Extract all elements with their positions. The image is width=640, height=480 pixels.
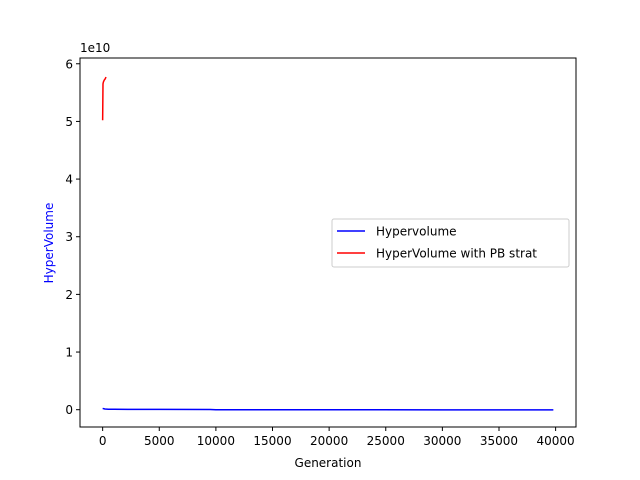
- legend: Hypervolume HyperVolume with PB strat: [331, 218, 570, 268]
- y-tick-label: 0: [65, 403, 73, 417]
- x-tick-label: 10000: [197, 434, 235, 448]
- y-tick-label: 6: [65, 57, 73, 71]
- y-axis-title: HyperVolume: [42, 203, 56, 284]
- series-line-1: [101, 76, 107, 121]
- y-offset-label: 1e10: [80, 41, 110, 55]
- series-line-0: [102, 407, 554, 411]
- x-axis-title: Generation: [295, 456, 362, 470]
- x-tick-label: 5000: [144, 434, 175, 448]
- x-tick-label: 0: [99, 434, 107, 448]
- y-tick-label: 4: [65, 173, 73, 187]
- legend-box: [331, 218, 570, 268]
- series-layer: [101, 76, 554, 411]
- legend-label-0: Hypervolume: [376, 225, 457, 239]
- y-ticks: 0 1 2 3 4 5 6: [65, 57, 80, 417]
- y-tick-label: 1: [65, 346, 73, 360]
- y-tick-label: 2: [65, 288, 73, 302]
- x-tick-label: 20000: [310, 434, 348, 448]
- x-tick-label: 15000: [253, 434, 291, 448]
- x-tick-label: 30000: [423, 434, 461, 448]
- x-tick-label: 35000: [480, 434, 518, 448]
- x-tick-label: 25000: [367, 434, 405, 448]
- x-tick-label: 40000: [537, 434, 575, 448]
- y-tick-label: 5: [65, 115, 73, 129]
- y-tick-label: 3: [65, 230, 73, 244]
- legend-label-1: HyperVolume with PB strat: [376, 247, 537, 261]
- plot-frame: [79, 57, 577, 428]
- x-ticks: 0 5000 10000 15000 20000 25000 30000 35000 40000: [99, 427, 575, 448]
